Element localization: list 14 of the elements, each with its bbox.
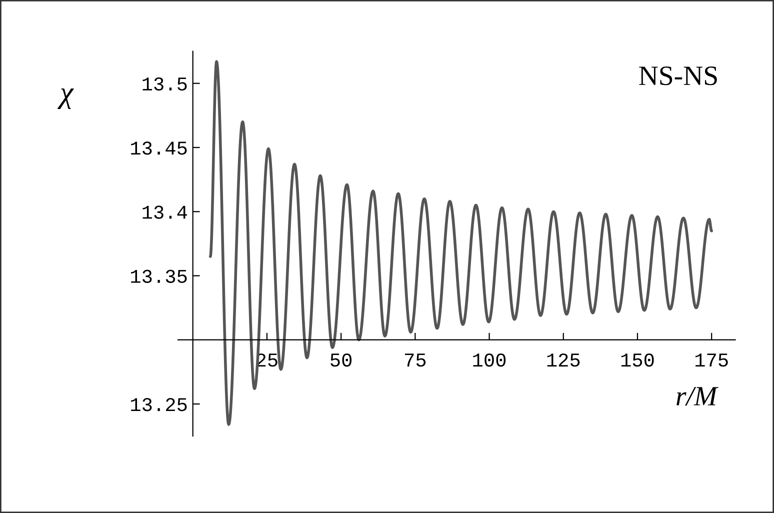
- x-tick-label: 150: [621, 353, 654, 367]
- x-tick-label: 100: [473, 353, 506, 367]
- x-tick-label: 125: [547, 353, 580, 367]
- text: NS-NS: [639, 66, 717, 86]
- y-axis-title: χ: [57, 88, 74, 110]
- x-tick-label: 50: [330, 353, 352, 367]
- x-tick-label: 175: [695, 354, 728, 367]
- y-tick-label: 13.35: [131, 270, 187, 283]
- y-tick-label: 13.5: [142, 77, 187, 91]
- y-tick-label: 13.25: [131, 398, 187, 412]
- x-axis-title: r/M: [676, 386, 718, 406]
- y-tick-label: 13.45: [131, 142, 187, 155]
- x-tick-label: 75: [404, 354, 426, 367]
- y-tick-label: 13.4: [142, 206, 187, 219]
